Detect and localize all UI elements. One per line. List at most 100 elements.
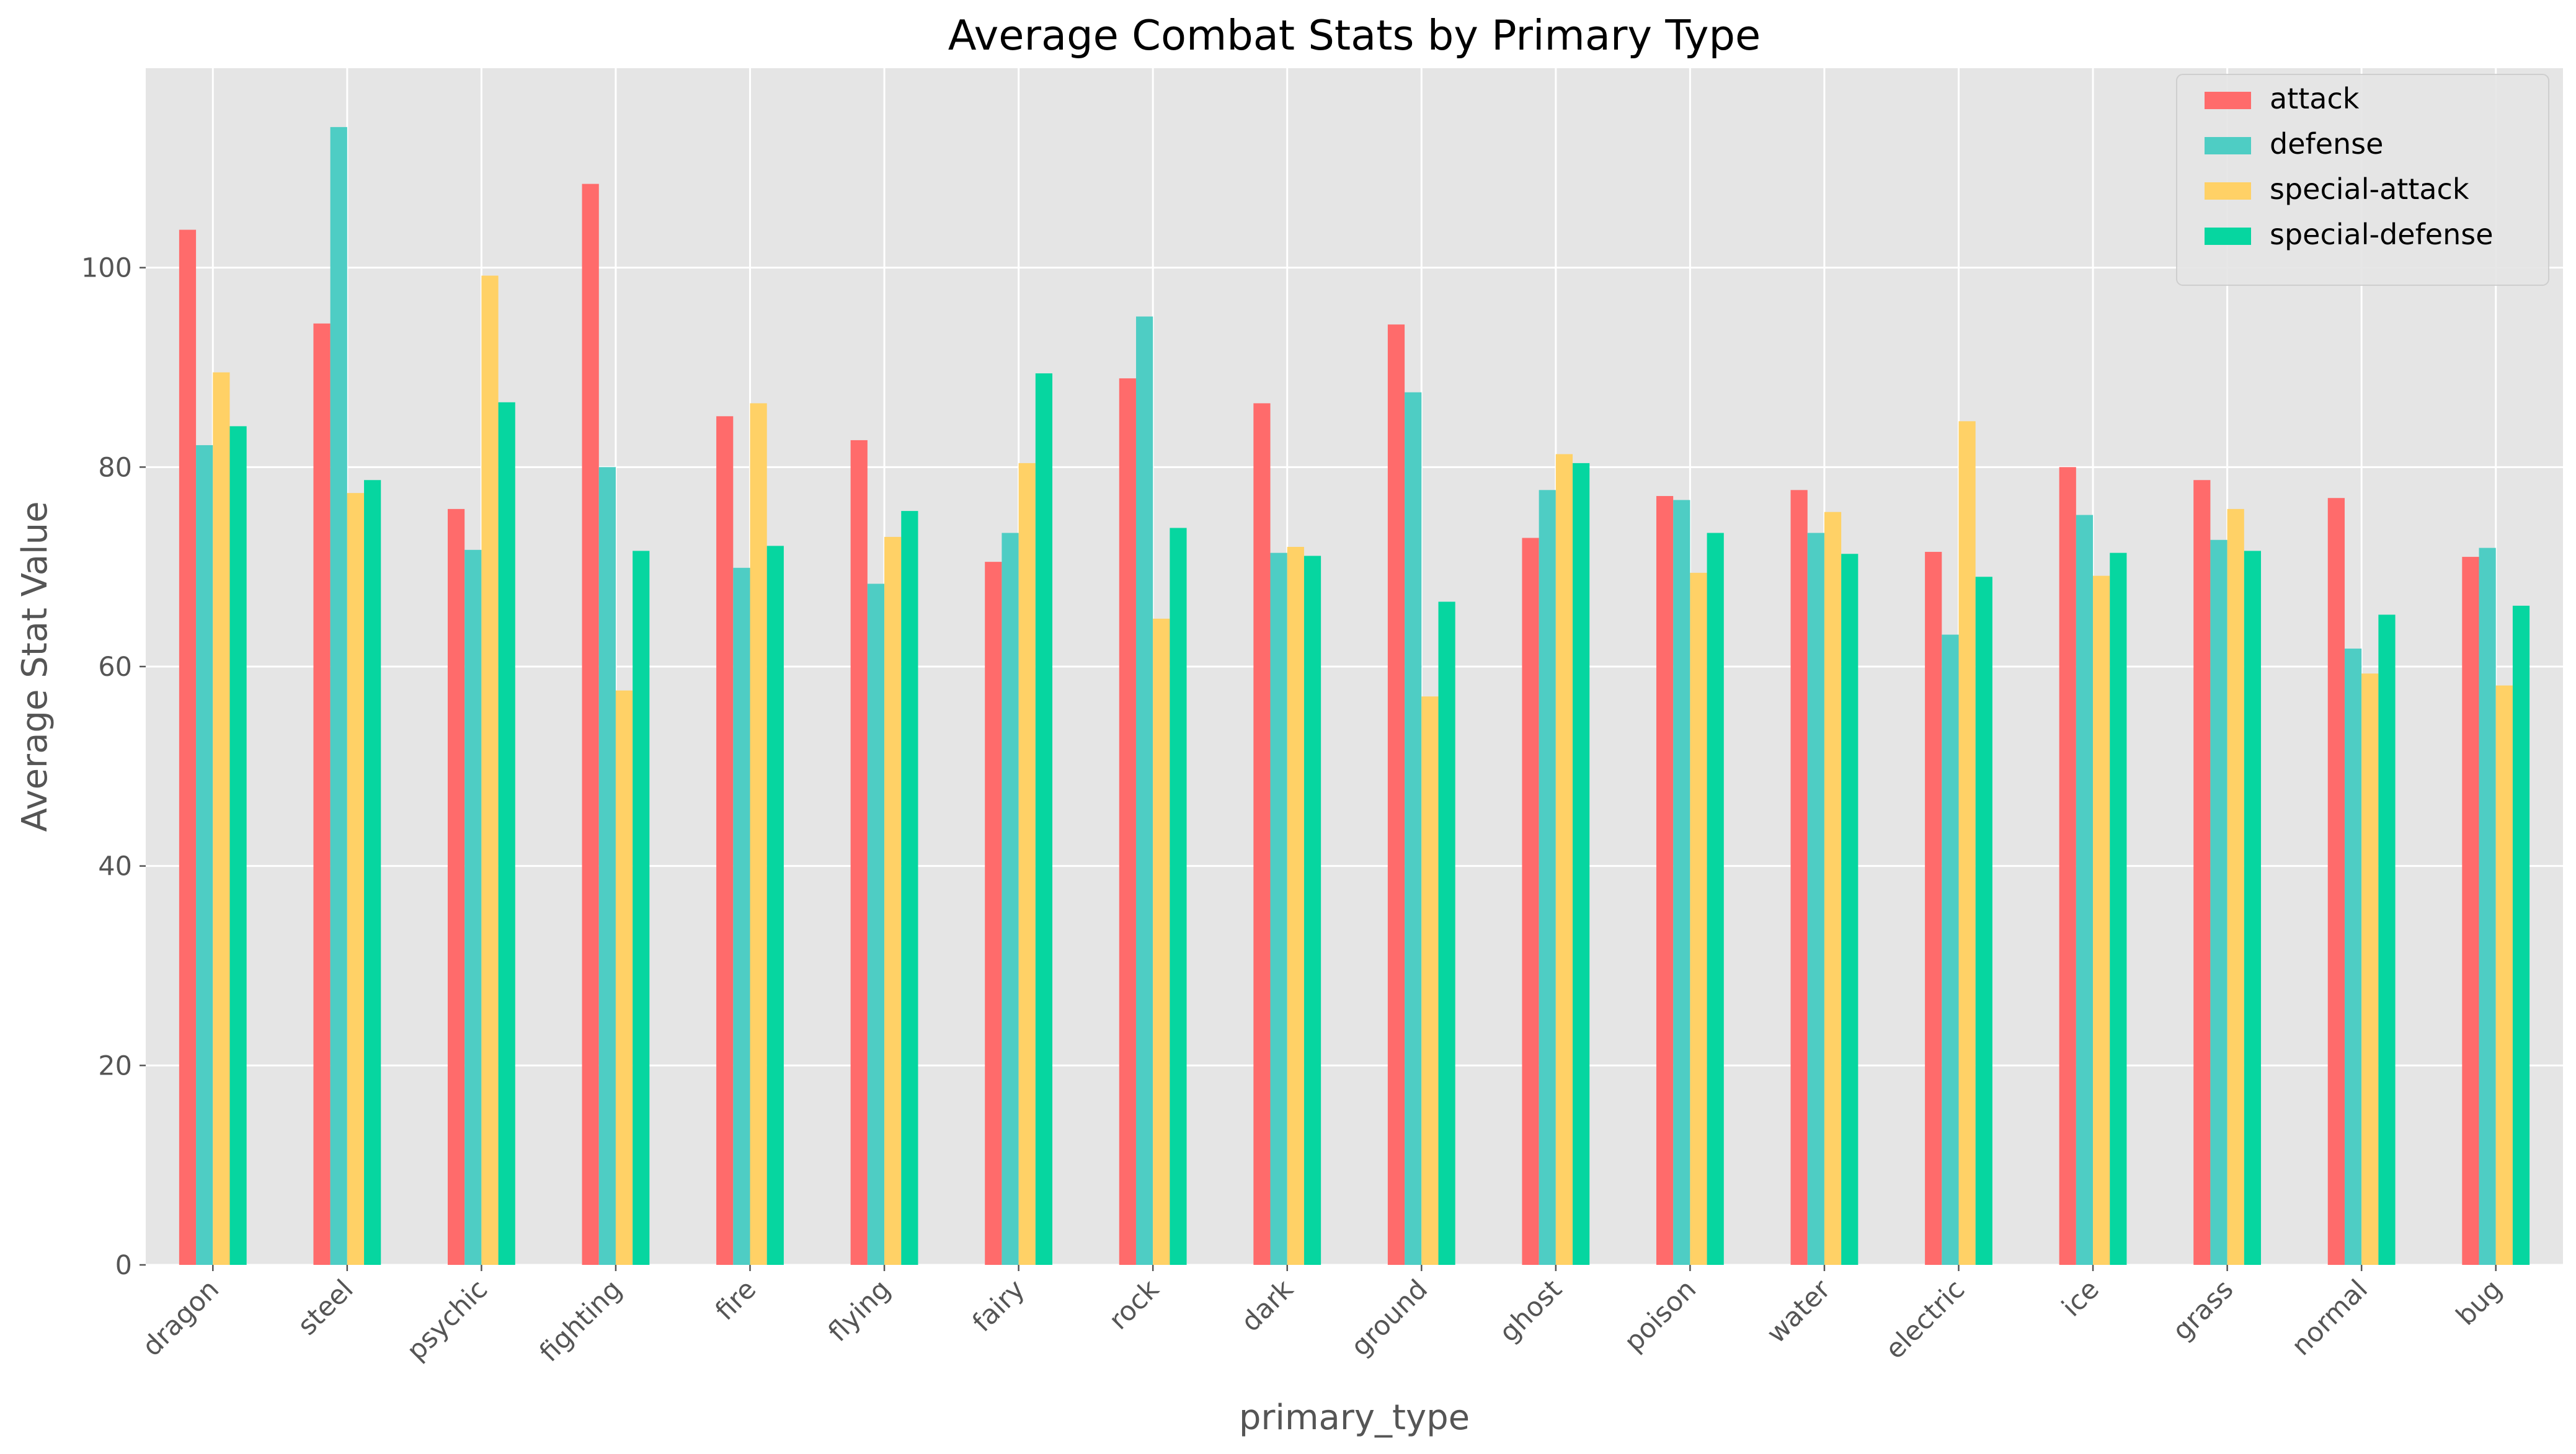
bar-attack-ice: [2059, 467, 2076, 1266]
bar-special-attack-fire: [750, 403, 767, 1265]
bar-special-attack-water: [1824, 512, 1842, 1266]
bar-special-defense-ice: [2110, 552, 2127, 1265]
bar-special-attack-fairy: [1018, 463, 1036, 1265]
bar-defense-flying: [867, 583, 885, 1266]
bar-attack-ground: [1387, 324, 1405, 1265]
x-tick-label: flying: [822, 1274, 897, 1348]
bar-special-defense-steel: [364, 480, 381, 1265]
legend-swatch-special-defense: [2205, 228, 2251, 245]
x-tick-label: ice: [2056, 1274, 2105, 1323]
bar-special-attack-dark: [1287, 547, 1304, 1265]
bar-special-attack-steel: [347, 493, 365, 1265]
bar-defense-dragon: [196, 445, 213, 1266]
x-tick-label: fighting: [534, 1274, 628, 1368]
legend-label-defense: defense: [2270, 127, 2383, 161]
x-axis-ticks: dragon steel psychic fighting fire flying fair…: [136, 1265, 2508, 1368]
bar-special-defense-flying: [901, 511, 918, 1265]
legend-frame: [2176, 74, 2549, 286]
legend-swatch-special-attack: [2205, 182, 2251, 200]
bar-attack-fairy: [985, 562, 1002, 1265]
bar-attack-ghost: [1522, 538, 1539, 1265]
y-axis-label: Average Stat Value: [15, 501, 55, 831]
bar-special-attack-fighting: [615, 690, 633, 1265]
x-tick-label: bug: [2450, 1274, 2508, 1331]
x-tick-label: poison: [1619, 1274, 1702, 1357]
bar-defense-poison: [1673, 500, 1690, 1265]
x-tick-label: rock: [1103, 1274, 1165, 1336]
bar-defense-bug: [2479, 547, 2496, 1265]
bar-attack-fire: [716, 416, 734, 1265]
y-tick-label: 80: [98, 452, 132, 483]
bar-special-defense-rock: [1170, 528, 1187, 1265]
bar-special-attack-electric: [1958, 421, 1976, 1265]
bar-defense-ground: [1405, 392, 1422, 1266]
bar-defense-rock: [1135, 316, 1153, 1266]
bar-special-attack-dragon: [213, 372, 230, 1265]
bar-special-defense-dark: [1304, 556, 1321, 1265]
x-tick-label: normal: [2286, 1274, 2374, 1362]
bar-special-defense-ghost: [1573, 463, 1590, 1265]
bar-special-attack-ghost: [1555, 454, 1573, 1265]
bars: [179, 126, 2530, 1266]
x-tick-label: fairy: [967, 1274, 1031, 1338]
bar-attack-flying: [850, 440, 868, 1265]
bar-attack-grass: [2193, 480, 2211, 1265]
bar-defense-dark: [1270, 552, 1287, 1265]
bar-attack-bug: [2462, 557, 2479, 1266]
bar-special-defense-fairy: [1035, 373, 1053, 1265]
bar-defense-ghost: [1539, 490, 1556, 1266]
bar-special-defense-ground: [1438, 601, 1455, 1266]
bar-special-attack-normal: [2361, 673, 2379, 1265]
bar-attack-dragon: [179, 229, 197, 1265]
y-axis-ticks: 0 20 40 60 80 100: [81, 253, 146, 1281]
y-tick-label: 0: [115, 1250, 132, 1281]
legend-swatch-defense: [2205, 137, 2251, 154]
bar-defense-normal: [2344, 649, 2362, 1265]
bar-attack-fighting: [582, 184, 599, 1266]
y-tick-label: 40: [98, 851, 132, 882]
bar-defense-psychic: [464, 549, 482, 1266]
bar-attack-electric: [1925, 552, 1942, 1265]
bar-special-attack-poison: [1690, 572, 1707, 1265]
x-tick-label: water: [1761, 1274, 1837, 1349]
bar-defense-ice: [2076, 515, 2094, 1265]
legend-label-attack: attack: [2270, 82, 2360, 115]
bar-special-attack-rock: [1153, 618, 1170, 1265]
bar-special-defense-poison: [1707, 533, 1724, 1265]
legend-label-special-attack: special-attack: [2270, 172, 2469, 206]
bar-special-defense-electric: [1975, 577, 1992, 1265]
bar-defense-steel: [330, 126, 347, 1266]
bar-special-defense-dragon: [229, 426, 247, 1266]
bar-special-defense-fire: [766, 546, 784, 1266]
y-tick-label: 60: [98, 652, 132, 683]
bar-special-attack-bug: [2495, 685, 2513, 1265]
x-tick-label: ground: [1345, 1274, 1434, 1362]
bar-attack-poison: [1656, 495, 1674, 1265]
bar-special-defense-grass: [2244, 551, 2262, 1265]
bar-defense-electric: [1942, 634, 1959, 1265]
x-tick-label: steel: [292, 1274, 360, 1341]
bar-defense-grass: [2210, 539, 2227, 1265]
x-tick-label: grass: [2167, 1274, 2239, 1346]
bar-attack-steel: [313, 323, 331, 1265]
bar-special-defense-bug: [2512, 605, 2530, 1266]
x-tick-label: dark: [1235, 1274, 1299, 1337]
x-tick-label: psychic: [401, 1274, 494, 1367]
bar-attack-dark: [1253, 403, 1271, 1265]
y-tick-label: 100: [81, 253, 132, 284]
y-tick-label: 20: [98, 1050, 132, 1081]
bar-attack-normal: [2327, 498, 2345, 1265]
x-tick-label: ghost: [1493, 1274, 1568, 1348]
bar-defense-fire: [733, 567, 750, 1265]
bar-special-attack-ice: [2093, 575, 2110, 1266]
bar-special-attack-grass: [2227, 508, 2244, 1266]
bar-special-attack-flying: [884, 536, 902, 1265]
bar-defense-fairy: [1002, 533, 1019, 1265]
bar-defense-fighting: [598, 467, 616, 1266]
bar-attack-rock: [1119, 378, 1136, 1265]
x-tick-label: electric: [1880, 1274, 1971, 1365]
bar-special-attack-ground: [1421, 696, 1439, 1265]
bar-attack-psychic: [447, 508, 465, 1266]
bar-special-defense-fighting: [633, 551, 650, 1265]
